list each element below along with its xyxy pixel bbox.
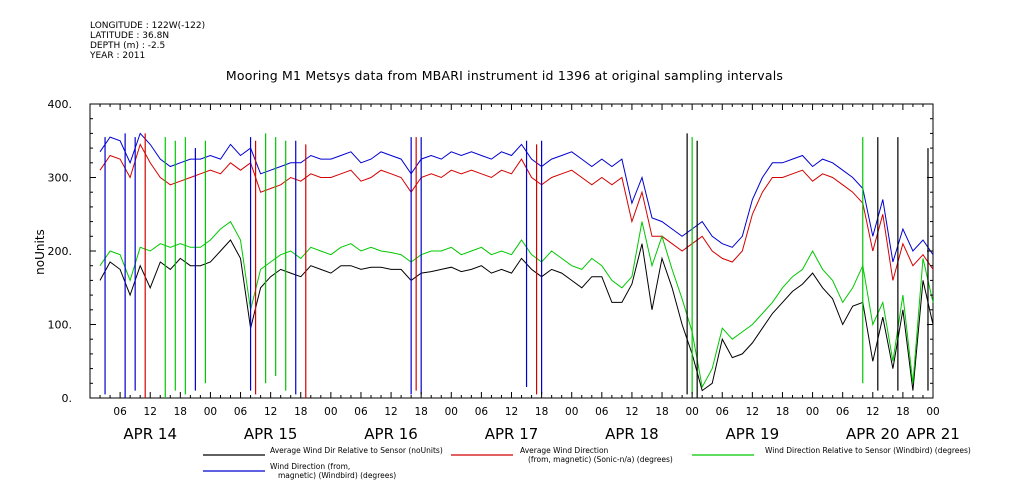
y-tick-label: 100. [48,319,73,332]
legend-label-cont-3: magnetic) (Windbird) (degrees) [278,471,396,480]
x-hour-label: 12 [866,406,879,418]
x-hour-label: 06 [716,406,730,418]
x-day-label: APR 17 [485,425,539,443]
x-day-label: APR 15 [244,425,298,443]
depth-text: DEPTH (m) : -2.5 [90,41,166,51]
x-hour-label: 18 [294,406,307,418]
x-hour-label: 18 [655,406,668,418]
y-tick-label: 400. [48,98,73,111]
x-hour-label: 12 [384,406,397,418]
x-day-label: APR 20 [846,425,900,443]
series-line-1 [99,143,934,281]
year-text: YEAR : 2011 [90,51,146,61]
legend-label-0: Average Wind Dir Relative to Sensor (noU… [270,446,443,455]
metadata-block: LONGITUDE : 122W(-122) LATITUDE : 36.8N … [90,21,205,61]
x-hour-label: 06 [475,406,489,418]
x-hour-label: 00 [685,406,698,418]
y-axis-label: noUnits [33,229,47,275]
legend-label-cont-1: (from, magnetic) (Sonic-n/a) (degrees) [528,455,673,464]
x-hour-label: 00 [445,406,458,418]
series-line-3 [99,132,934,263]
series-line-2 [99,220,934,389]
latitude-text: LATITUDE : 36.8N [90,31,170,41]
x-hour-label: 12 [625,406,638,418]
x-hour-label: 12 [264,406,277,418]
x-hour-label: 18 [776,406,789,418]
legend: Average Wind Dir Relative to Sensor (noU… [203,446,971,480]
series-line-0 [99,239,934,392]
legend-label-2: Wind Direction Relative to Sensor (Windb… [765,446,971,455]
x-hour-label: 18 [896,406,909,418]
longitude-text: LONGITUDE : 122W(-122) [90,21,206,31]
x-day-label: APR 19 [726,425,780,443]
x-day-label: APR 18 [605,425,659,443]
x-hour-label: 00 [806,406,819,418]
x-day-label: APR 16 [364,425,418,443]
x-hour-label: 00 [565,406,578,418]
axis-layer: 0. 100. 200. 300. 400. noUnits 06 12 18 00 06 12 18 0… [33,98,960,443]
x-hour-label: 12 [746,406,759,418]
chart-title: Mooring M1 Metsys data from MBARI instru… [225,68,784,83]
x-hour-label: 06 [354,406,368,418]
y-tick-label: 0. [62,392,73,405]
series-layer [99,132,934,398]
x-hour-label: 12 [505,406,518,418]
y-tick-label: 200. [48,245,73,258]
x-hour-label: 00 [324,406,337,418]
x-hour-label: 00 [204,406,217,418]
legend-label-1: Average Wind Direction [520,446,609,455]
x-hour-label: 18 [414,406,427,418]
x-hour-label: 06 [113,406,127,418]
x-hour-label: 00 [926,406,939,418]
x-hour-label: 12 [144,406,157,418]
x-hour-label: 06 [836,406,850,418]
plot-frame [89,103,934,399]
x-day-label: APR 21 [906,425,960,443]
x-day-label: APR 14 [123,425,177,443]
x-hour-label: 06 [595,406,609,418]
plot-border [89,103,934,399]
x-hour-label: 18 [174,406,187,418]
x-hour-label: 18 [535,406,548,418]
legend-label-3: Wind Direction (from, [270,462,350,471]
y-tick-label: 300. [48,172,73,185]
x-hour-label: 06 [234,406,248,418]
